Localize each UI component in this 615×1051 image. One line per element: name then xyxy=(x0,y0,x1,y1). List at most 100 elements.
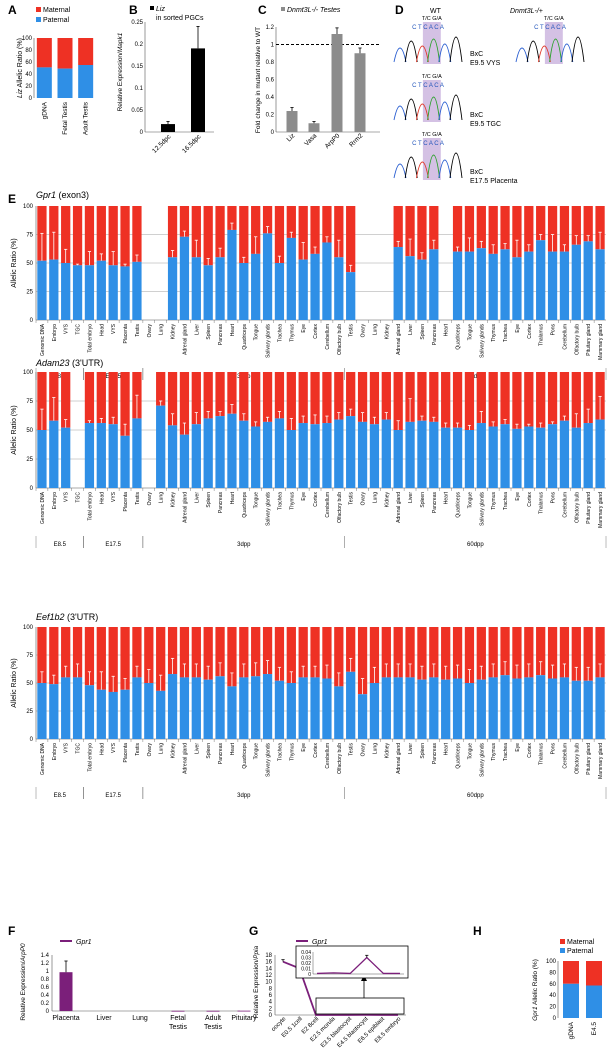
panel-f-xtick: Pituitary xyxy=(231,1015,257,1022)
panel-e-xtick: Spleen xyxy=(420,324,426,340)
panel-e-xtick: Testis xyxy=(349,743,355,756)
panel-e-bar-paternal xyxy=(405,256,415,320)
panel-e-group-label: E8.5 xyxy=(54,374,67,380)
panel-e-bar-maternal xyxy=(310,627,320,678)
panel-e-bar-paternal xyxy=(393,247,403,320)
panel-f-ylabel: Relative Expression/ArpP0 xyxy=(20,943,27,1021)
panel-h-ytick: 80 xyxy=(549,970,556,976)
panel-e-bar-maternal xyxy=(417,627,427,680)
panel-e-bar-maternal xyxy=(49,372,59,421)
panel-e-bar-maternal xyxy=(251,372,261,427)
panel-b-ytick: 0.15 xyxy=(131,64,143,70)
panel-e-bar-maternal xyxy=(559,206,570,252)
panel-e-bar-maternal xyxy=(179,372,190,435)
panel-h-ytick: 20 xyxy=(549,1005,556,1011)
panel-d-trace-mut-polymorphism: T/C G/A xyxy=(544,16,564,22)
panel-e-bar-maternal xyxy=(120,627,130,690)
panel-e-bar-paternal xyxy=(547,424,558,488)
panel-e-bar-paternal xyxy=(215,676,225,739)
panel-c-bar xyxy=(286,111,298,132)
panel-f-ytick: 0.6 xyxy=(41,985,50,991)
panel-e-xtick: Thymus xyxy=(289,743,295,761)
panel-e-bar-paternal xyxy=(108,265,118,320)
panel-e-xtick: Eye xyxy=(301,743,307,752)
panel-e-bar-paternal xyxy=(61,677,71,739)
panel-f-legend: Gpr1 xyxy=(76,939,92,946)
panel-g-ytick: 12 xyxy=(265,973,272,979)
panel-g-ytick: 2 xyxy=(269,1006,273,1012)
panel-e-xtick: Quadriceps xyxy=(242,492,248,518)
panel-e-bar-paternal xyxy=(357,694,368,739)
panel-e-xtick: Ovary xyxy=(361,492,367,506)
panel-e-xtick: Kidney xyxy=(171,743,177,759)
panel-e-xtick: Tongue xyxy=(467,492,473,509)
panel-e-bar-maternal xyxy=(452,627,463,679)
panel-e-xtick: Lung xyxy=(159,324,165,335)
panel-c-ylabel: Fold change in mutant relative to WT xyxy=(255,27,262,133)
panel-e-bar-paternal xyxy=(167,257,178,320)
panel-e-bar-maternal xyxy=(322,627,332,679)
panel-e-ytick: 0 xyxy=(30,318,34,324)
panel-e-bar-maternal xyxy=(488,372,498,427)
panel-e-xtick: Tongue xyxy=(254,743,260,760)
panel-d-mut-label: Dnmt3L-/+ xyxy=(510,8,543,15)
panel-f-xtick: Adult xyxy=(205,1015,221,1022)
panel-e-bar-maternal xyxy=(310,372,320,425)
panel-e-bar-paternal xyxy=(96,423,106,488)
panel-f-xtick: Lung xyxy=(132,1015,148,1022)
panel-e-xtick: Trachea xyxy=(503,324,509,342)
panel-e-group-label: 60dpp xyxy=(467,793,484,799)
panel-e-xtick: Lung xyxy=(372,743,378,754)
panel-h-xtick: E4.5 xyxy=(591,1022,598,1036)
panel-e-xtick: Tongue xyxy=(467,324,473,341)
panel-e-xtick: Cerebellum xyxy=(325,324,331,350)
panel-e-bar-maternal xyxy=(476,372,486,424)
panel-e-xtick: VYS xyxy=(64,491,70,502)
panel-f-xtick-line2: Testis xyxy=(204,1024,222,1031)
panel-e-bar-maternal xyxy=(571,372,581,428)
panel-e-xtick: Cortex xyxy=(527,324,533,339)
panel-c-bar xyxy=(354,53,366,132)
panel-e-xtick: Heart xyxy=(230,491,236,504)
panel-e-xtick: Liver xyxy=(194,743,200,754)
panel-d-trace-wt-placenta-peak xyxy=(449,152,463,179)
panel-d-wt-label: WT xyxy=(430,8,442,15)
panel-d-trace-wt-tgc-peak xyxy=(449,94,463,121)
panel-e-xtick: Liver xyxy=(194,324,200,335)
panel-c-xtick: Vasa xyxy=(303,132,318,147)
panel-e-xtick: Genomic DNA xyxy=(40,742,46,775)
panel-e-xtick: Cortex xyxy=(313,492,319,507)
panel-d-trace-wt-placenta-peak xyxy=(415,161,429,179)
panel-c-ytick: 0.2 xyxy=(266,113,275,119)
panel-e-xtick: Spleen xyxy=(206,324,212,340)
panel-e-xtick: Pancreas xyxy=(218,743,224,765)
panel-e-xtick: Liver xyxy=(408,743,414,754)
panel-d-trace-wt-placenta-bases: C T C A C A xyxy=(412,141,444,147)
panel-a-xtick: Fetal Testis xyxy=(62,101,69,135)
panel-a-legend-maternal: Maternal xyxy=(43,7,71,14)
panel-c-xtick: Liz xyxy=(286,132,297,143)
panel-e-bar-maternal xyxy=(595,206,605,250)
panel-e-xtick: Embryo xyxy=(52,324,58,341)
panel-e-bar-maternal xyxy=(488,627,498,678)
panel-e-bar-maternal xyxy=(191,372,201,425)
panel-e-bar-maternal xyxy=(334,372,344,420)
panel-e-bar-paternal xyxy=(262,233,273,320)
panel-e-title-3: Eef1b2 (3'UTR) xyxy=(36,612,98,622)
panel-e-bar-paternal xyxy=(571,680,581,739)
panel-a-ytick: 100 xyxy=(22,36,33,42)
panel-e-bar-paternal xyxy=(405,677,415,739)
panel-e-bar-paternal xyxy=(179,677,190,739)
panel-e-ytick: 100 xyxy=(23,625,34,631)
panel-e-xtick: Kidney xyxy=(171,324,177,340)
panel-e-bar-paternal xyxy=(156,690,166,739)
panel-e-bar-paternal xyxy=(429,249,439,320)
panel-e-xtick: Pituitary gland xyxy=(586,324,592,356)
panel-e-bar-maternal xyxy=(61,206,71,263)
panel-d-trace-wt-tgc-bases: C T C A C A xyxy=(412,83,444,89)
panel-e-bar-paternal xyxy=(120,435,130,488)
panel-c-ytick: 0.8 xyxy=(266,60,275,66)
panel-e-bar-paternal xyxy=(595,677,605,739)
panel-a-bar-paternal xyxy=(36,67,52,98)
